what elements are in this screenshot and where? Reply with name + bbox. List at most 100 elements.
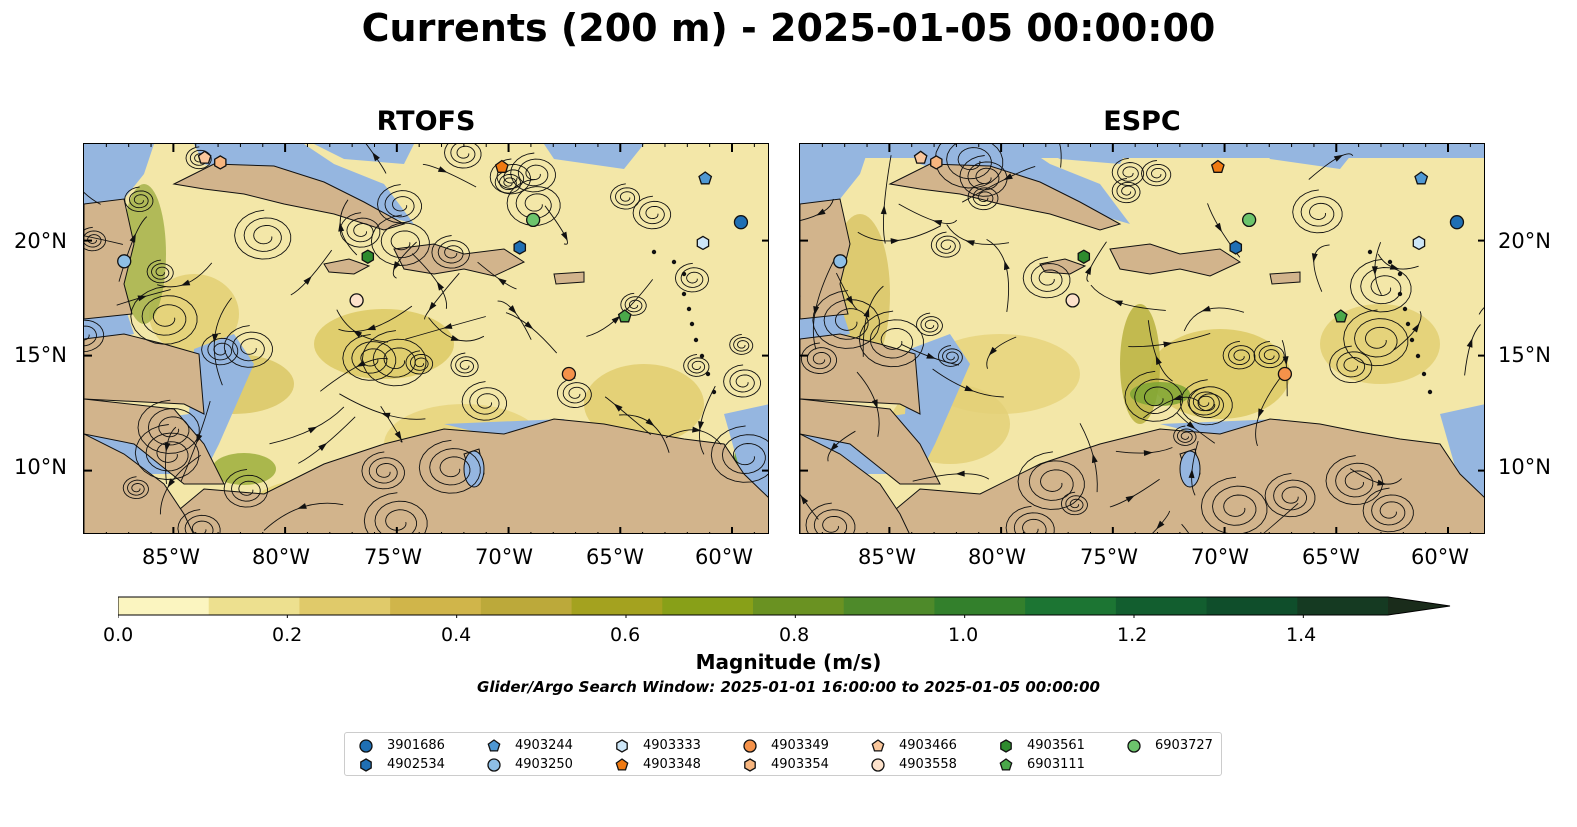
x-tick-label-right: 70°W: [1191, 545, 1249, 569]
land-mass: [323, 258, 371, 275]
colorbar-segment: [118, 597, 210, 615]
shallow-water: [84, 144, 154, 204]
float-marker-4903333: [1412, 235, 1426, 251]
float-marker-3901686: [733, 215, 749, 230]
legend-label: 4903349: [771, 738, 829, 753]
legend-label: 4903558: [899, 757, 957, 772]
colorbar-segment: [208, 597, 300, 615]
island: [699, 353, 705, 359]
float-marker-3901686: [1449, 215, 1465, 230]
float-marker-6903111: [1333, 309, 1348, 323]
legend-marker-pentagon: [871, 739, 885, 752]
map-panel-rtofs: [83, 143, 769, 534]
legend-label: 6903111: [1027, 757, 1085, 772]
speed-patch: [212, 453, 276, 485]
island: [1387, 259, 1393, 265]
legend-label: 4903354: [771, 757, 829, 772]
colorbar-tick-label: 0.0: [103, 624, 134, 646]
land-mass: [1269, 271, 1301, 285]
colorbar-segment: [390, 597, 482, 615]
x-tick-label-left: 60°W: [695, 545, 753, 569]
legend-label: 4903348: [643, 757, 701, 772]
streamlines: [800, 144, 1484, 533]
legend-marker-circle: [359, 739, 373, 753]
colorbar-segment: [571, 597, 663, 615]
float-marker-4902534: [1229, 240, 1243, 255]
island: [671, 259, 677, 265]
x-tick-label-left: 65°W: [586, 545, 644, 569]
island: [686, 306, 692, 312]
land-mass: [172, 163, 406, 231]
float-marker-4903244: [1414, 171, 1429, 185]
land-mass: [800, 333, 921, 415]
legend-label: 4903561: [1027, 738, 1085, 753]
land-mass: [800, 398, 941, 485]
float-marker-4903349: [561, 366, 577, 382]
colorbar-segment: [753, 597, 845, 615]
map-panel-espc: [799, 143, 1485, 534]
axis-ticks: [800, 144, 1484, 533]
colorbar-tick-label: 0.4: [441, 624, 472, 646]
y-tick-label-right: 10°N: [1498, 455, 1551, 479]
float-marker-4903466: [913, 150, 928, 164]
float-marker-4903244: [698, 171, 713, 185]
colorbar: [117, 596, 1458, 622]
x-tick-label-left: 80°W: [252, 545, 310, 569]
float-marker-4903558: [349, 293, 364, 308]
colorbar-tick-label: 0.8: [779, 624, 810, 646]
colorbar-segment: [480, 597, 573, 615]
island: [1402, 306, 1408, 312]
legend-marker-pentagon: [487, 739, 501, 752]
float-marker-4903466: [197, 150, 212, 164]
shallow-water: [544, 144, 644, 169]
float-marker-4903354: [214, 155, 227, 170]
legend-label: 4903333: [643, 738, 701, 753]
float-marker-4903333: [696, 235, 710, 251]
island: [689, 321, 695, 327]
y-tick-label-right: 15°N: [1498, 343, 1551, 367]
colorbar-segment: [1115, 597, 1208, 615]
island: [705, 371, 711, 377]
island: [681, 291, 687, 297]
speed-patch: [1130, 382, 1190, 406]
colorbar-tick-label: 0.2: [272, 624, 303, 646]
legend-marker-circle: [743, 739, 757, 753]
legend-marker-circle: [871, 758, 885, 772]
legend-label: 6903727: [1155, 738, 1213, 753]
legend-marker-circle: [1127, 739, 1141, 753]
shallow-water: [1260, 144, 1360, 169]
shallow-water: [1030, 144, 1130, 164]
float-marker-6903111: [617, 309, 632, 323]
shallow-water: [314, 144, 414, 164]
colorbar-segment: [843, 597, 935, 615]
legend-label: 4902534: [387, 757, 445, 772]
island: [1367, 249, 1373, 255]
axis-ticks: [84, 144, 768, 533]
x-tick-label-right: 75°W: [1080, 545, 1138, 569]
legend-marker-hexagon: [1000, 739, 1012, 753]
float-marker-4903561: [1077, 249, 1091, 264]
y-tick-label-right: 20°N: [1498, 229, 1551, 253]
island: [651, 249, 657, 255]
float-marker-4903354: [930, 155, 943, 170]
panel-title-rtofs: RTOFS: [376, 106, 476, 137]
x-tick-label-right: 60°W: [1411, 545, 1469, 569]
float-marker-4902534: [513, 240, 527, 255]
x-tick-label-left: 75°W: [364, 545, 422, 569]
island: [1421, 371, 1427, 377]
float-legend: 3901686 4902534 4903244 4903250 4903333 49033…: [344, 732, 1222, 776]
figure-title: Currents (200 m) - 2025-01-05 00:00:00: [361, 6, 1216, 50]
legend-marker-pentagon: [615, 758, 629, 771]
float-marker-4903250: [117, 254, 132, 269]
streamlines: [84, 144, 768, 533]
island: [1427, 389, 1433, 395]
colorbar-label: Magnitude (m/s): [695, 650, 882, 674]
float-marker-6903727: [525, 212, 541, 228]
x-tick-label-left: 70°W: [475, 545, 533, 569]
island: [1405, 321, 1411, 327]
land-mass: [84, 198, 135, 320]
float-marker-4903348: [1210, 159, 1225, 173]
x-tick-label-right: 65°W: [1302, 545, 1360, 569]
colorbar-segment: [662, 597, 754, 615]
colorbar-segment: [1297, 597, 1389, 615]
